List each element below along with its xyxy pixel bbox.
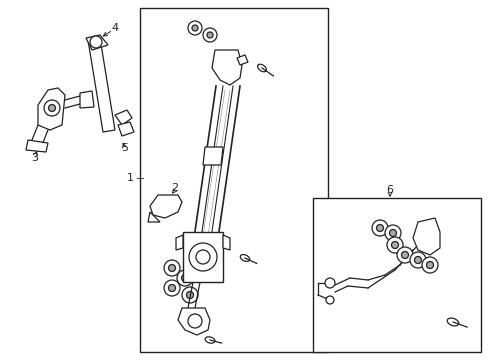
Text: 2: 2 bbox=[172, 183, 178, 193]
Polygon shape bbox=[26, 140, 48, 152]
Circle shape bbox=[385, 225, 401, 241]
Circle shape bbox=[426, 261, 434, 269]
Polygon shape bbox=[115, 110, 132, 125]
Ellipse shape bbox=[240, 255, 250, 261]
Circle shape bbox=[203, 28, 217, 42]
Text: 6: 6 bbox=[387, 185, 393, 195]
Polygon shape bbox=[178, 308, 210, 335]
Circle shape bbox=[397, 247, 413, 263]
Polygon shape bbox=[237, 55, 248, 65]
Circle shape bbox=[372, 220, 388, 236]
Polygon shape bbox=[413, 218, 440, 255]
Polygon shape bbox=[176, 235, 183, 250]
Polygon shape bbox=[38, 88, 65, 130]
Text: 1: 1 bbox=[127, 173, 134, 183]
Circle shape bbox=[44, 100, 60, 116]
Text: 5: 5 bbox=[122, 143, 128, 153]
Circle shape bbox=[326, 296, 334, 304]
Circle shape bbox=[376, 225, 384, 231]
Text: 4: 4 bbox=[111, 23, 119, 33]
Circle shape bbox=[387, 237, 403, 253]
Circle shape bbox=[410, 252, 426, 268]
Ellipse shape bbox=[447, 318, 459, 326]
Polygon shape bbox=[118, 122, 134, 136]
Circle shape bbox=[325, 278, 335, 288]
Circle shape bbox=[422, 257, 438, 273]
Circle shape bbox=[188, 314, 202, 328]
Circle shape bbox=[169, 265, 175, 271]
Circle shape bbox=[181, 274, 189, 282]
Polygon shape bbox=[86, 35, 108, 50]
Circle shape bbox=[415, 256, 421, 264]
Circle shape bbox=[189, 243, 217, 271]
Polygon shape bbox=[223, 235, 230, 250]
Circle shape bbox=[49, 104, 55, 112]
Circle shape bbox=[192, 25, 198, 31]
Circle shape bbox=[196, 250, 210, 264]
Bar bbox=[140, 8, 328, 352]
Circle shape bbox=[177, 270, 193, 286]
Bar bbox=[313, 198, 481, 352]
Circle shape bbox=[182, 287, 198, 303]
Polygon shape bbox=[80, 91, 94, 108]
Circle shape bbox=[164, 260, 180, 276]
Polygon shape bbox=[212, 50, 242, 85]
Circle shape bbox=[169, 284, 175, 292]
Polygon shape bbox=[88, 38, 115, 132]
Ellipse shape bbox=[205, 337, 215, 343]
Circle shape bbox=[390, 230, 396, 237]
Circle shape bbox=[207, 32, 213, 38]
Circle shape bbox=[401, 252, 409, 258]
Circle shape bbox=[90, 36, 102, 48]
Polygon shape bbox=[148, 212, 160, 222]
Bar bbox=[183, 232, 223, 282]
Polygon shape bbox=[203, 147, 223, 165]
Circle shape bbox=[187, 292, 194, 298]
Circle shape bbox=[188, 21, 202, 35]
Circle shape bbox=[164, 280, 180, 296]
Polygon shape bbox=[150, 195, 182, 218]
Text: 3: 3 bbox=[31, 153, 39, 163]
Circle shape bbox=[392, 242, 398, 248]
Ellipse shape bbox=[258, 64, 267, 72]
